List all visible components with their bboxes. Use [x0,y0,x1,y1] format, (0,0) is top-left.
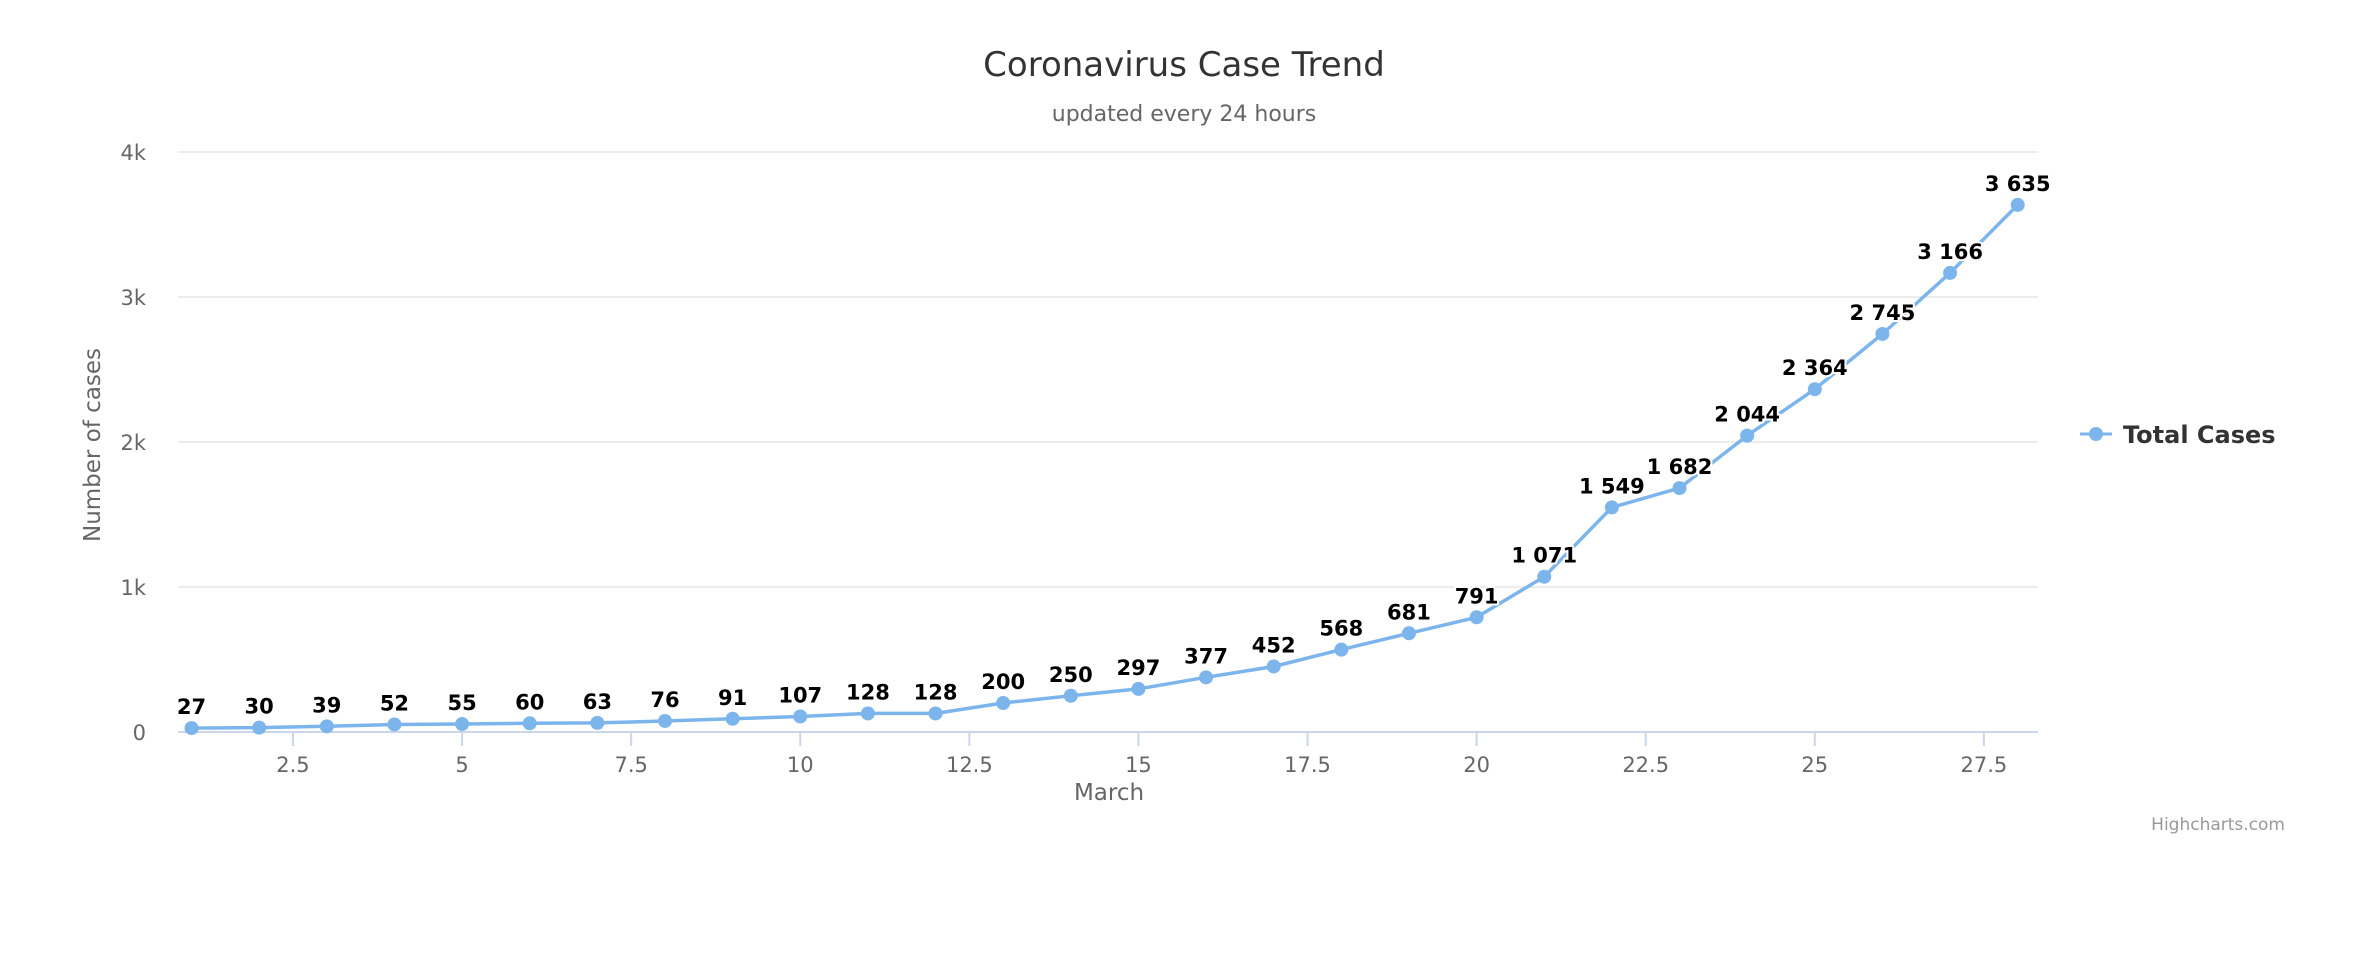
x-tick-label: 12.5 [946,753,993,777]
x-tick-label: 5 [455,753,468,777]
data-labels: 27 30 39 52 55 60 63 76 91 107 128 128 200 250 297 377 4… [175,170,2053,721]
y-tick-label: 3k [120,286,146,310]
data-point[interactable] [996,696,1011,710]
y-tick-label: 0 [133,721,146,745]
data-label: 568 [1319,617,1363,641]
data-label: 3 166 [1917,240,1983,264]
x-tick-label: 2.5 [276,753,309,777]
legend-item-total-cases[interactable]: Total Cases [2080,421,2276,449]
series-line [191,203,2019,730]
data-point[interactable] [1875,326,1890,341]
x-tick-label: 15 [1125,753,1152,777]
legend-label: Total Cases [2123,421,2276,449]
data-point[interactable] [1469,610,1484,625]
data-point[interactable] [455,717,470,732]
data-point[interactable] [860,706,875,721]
series-total-cases [184,197,2025,736]
data-label: 1 549 [1579,474,1645,498]
data-label: 3 635 [1985,172,2051,196]
data-label: 52 [380,691,409,715]
data-point[interactable] [725,711,740,726]
chart-subtitle: updated every 24 hours [1052,102,1316,127]
x-tick-label: 10 [787,753,814,777]
data-point[interactable] [184,721,199,736]
data-point[interactable] [1537,569,1552,584]
y-tick-label: 1k [120,576,146,600]
data-label: 55 [447,691,476,715]
data-point[interactable] [1807,382,1822,397]
data-label: 107 [778,683,822,707]
data-label: 76 [650,688,679,712]
x-tick-label: 17.5 [1284,753,1331,777]
data-point[interactable] [1131,681,1146,696]
x-tick-label: 20 [1463,753,1490,777]
data-label: 2 745 [1850,301,1916,325]
data-label: 63 [583,690,612,714]
data-point[interactable] [1199,670,1214,685]
data-point[interactable] [1740,428,1755,443]
x-tick-label: 25 [1801,753,1828,777]
data-label: 128 [846,680,890,704]
data-label: 27 [177,695,206,719]
x-axis-title: March [1074,780,1144,806]
y-axis-title: Number of cases [80,348,106,542]
y-tick-label: 2k [120,431,146,455]
data-point[interactable] [2010,197,2025,212]
data-point[interactable] [1943,265,1958,280]
data-label: 128 [914,680,958,704]
data-point[interactable] [252,720,267,735]
data-label: 2 044 [1714,403,1780,427]
data-label: 91 [718,686,747,710]
data-label: 681 [1387,600,1431,624]
data-label: 297 [1117,656,1161,680]
x-tick-label: 27.5 [1961,753,2008,777]
data-label: 1 682 [1647,455,1713,479]
data-point[interactable] [1334,642,1349,657]
data-point[interactable] [1672,481,1687,496]
data-label: 250 [1049,663,1093,687]
legend-marker-icon [2089,427,2103,441]
x-axis: 2.5 5 7.5 10 12.5 15 17.5 20 22.5 25 27.5 [178,731,2038,777]
data-point[interactable] [590,715,605,730]
data-label: 60 [515,690,544,714]
data-label: 791 [1455,584,1499,608]
x-tick-label: 22.5 [1622,753,1669,777]
x-tick-label: 7.5 [614,753,647,777]
chart-title: Coronavirus Case Trend [983,45,1385,85]
data-point[interactable] [928,706,943,721]
data-point[interactable] [522,716,537,731]
data-point[interactable] [1604,500,1619,515]
data-point[interactable] [1266,659,1281,674]
data-label: 452 [1252,633,1296,657]
data-label: 1 071 [1511,544,1577,568]
data-point[interactable] [1401,626,1416,641]
data-label: 39 [312,693,341,717]
data-label: 30 [245,695,274,719]
data-label: 377 [1184,644,1228,668]
data-point[interactable] [657,713,672,728]
data-point[interactable] [319,719,334,734]
data-point[interactable] [793,709,808,724]
y-axis-ticks: 0 1k 2k 3k 4k [120,141,146,745]
credits-link[interactable]: Highcharts.com [2151,815,2285,835]
data-point[interactable] [1063,688,1078,703]
data-label: 200 [981,670,1025,694]
gridlines [178,151,2038,588]
data-label: 2 364 [1782,356,1848,380]
data-point[interactable] [387,717,402,732]
y-tick-label: 4k [120,141,146,165]
